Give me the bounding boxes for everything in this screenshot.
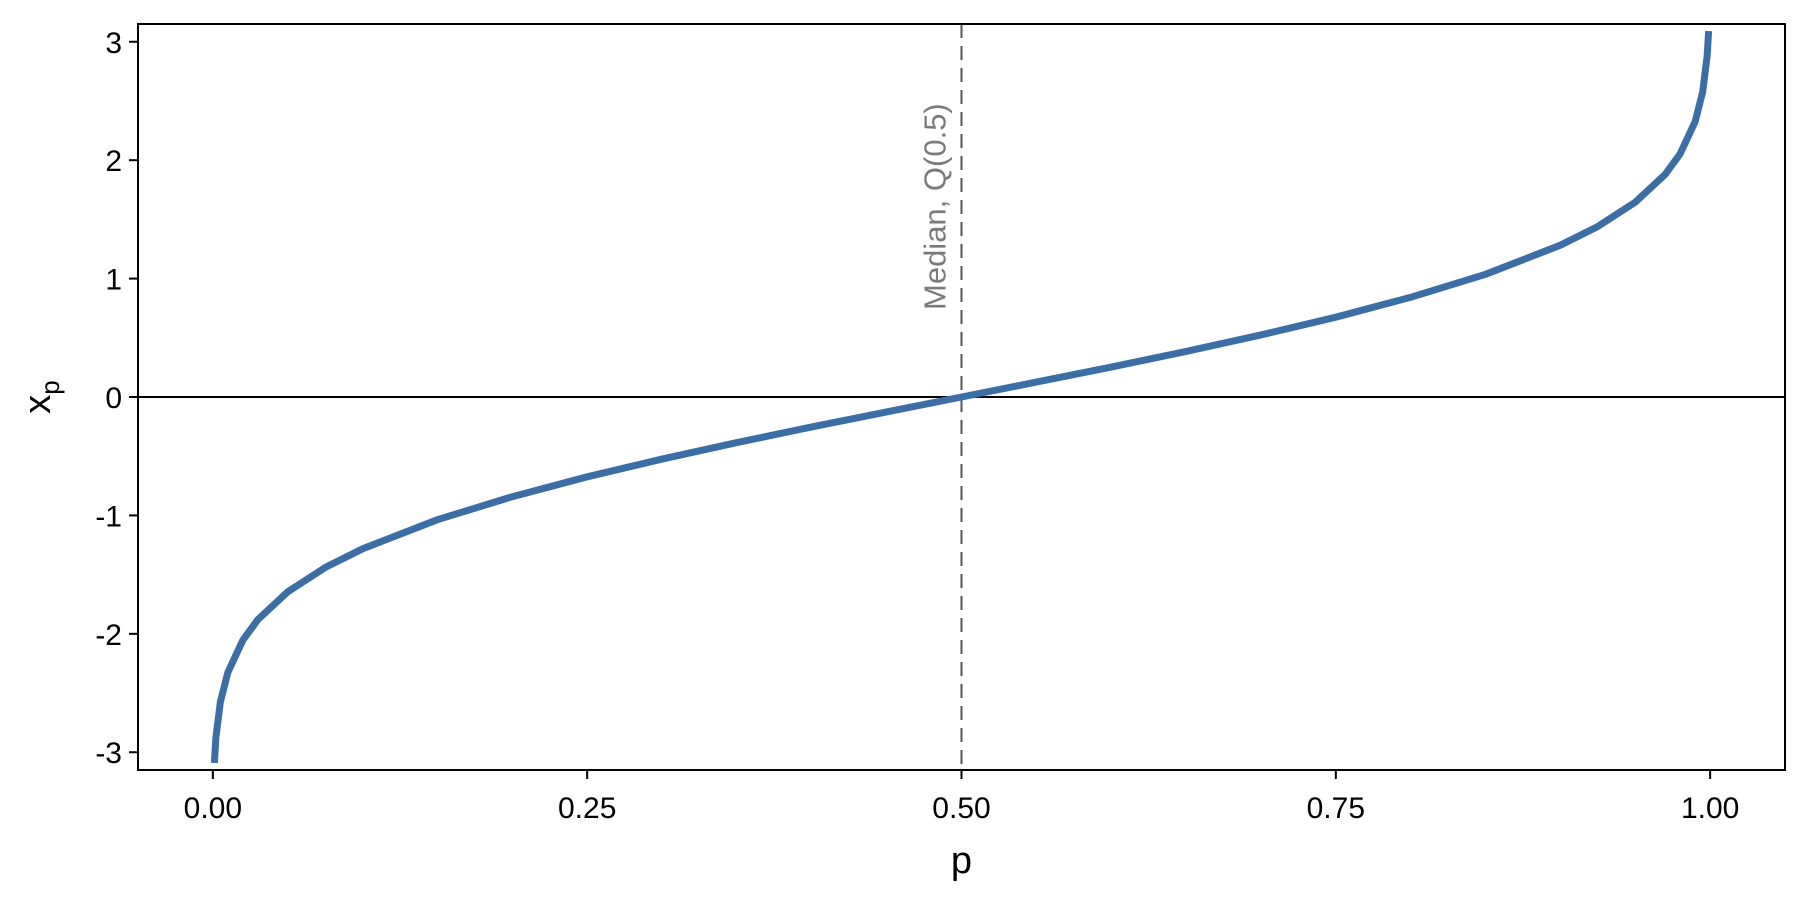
y-tick-label: -1 <box>95 500 122 533</box>
x-tick-label: 1.00 <box>1681 792 1739 825</box>
y-tick-label: 0 <box>105 382 122 415</box>
median-annotation: Median, Q(0.5) <box>918 103 953 310</box>
y-axis-title-main: x <box>17 395 59 414</box>
y-tick-label: 1 <box>105 264 122 297</box>
y-tick-label: 3 <box>105 27 122 60</box>
x-axis-ticks: 0.00 0.25 0.50 0.75 1.00 <box>184 770 1739 825</box>
y-tick-label: -3 <box>95 737 122 770</box>
quantile-function-line <box>210 30 1713 764</box>
series-group <box>210 30 1713 764</box>
x-tick-label: 0.50 <box>932 792 990 825</box>
y-axis-title-subscript: p <box>35 380 65 394</box>
x-axis-title: p <box>951 840 972 882</box>
x-tick-label: 0.00 <box>184 792 242 825</box>
y-axis-ticks: -3 -2 -1 0 1 2 3 <box>95 27 138 770</box>
x-tick-label: 0.75 <box>1307 792 1365 825</box>
x-tick-label: 0.25 <box>558 792 616 825</box>
y-tick-label: -2 <box>95 619 122 652</box>
y-axis-title: xp <box>17 380 65 413</box>
y-tick-label: 2 <box>105 145 122 178</box>
